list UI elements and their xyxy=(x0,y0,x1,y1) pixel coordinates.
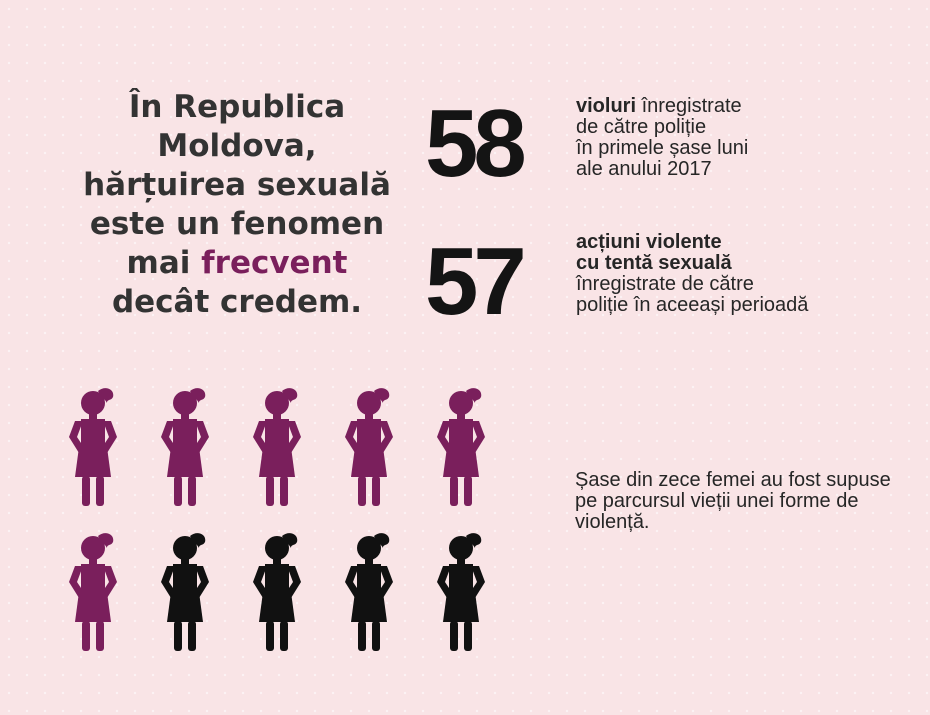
headline: În Republica Moldova, hărțuirea sexuală … xyxy=(52,88,422,322)
stat-keyword: acțiuni violente cu tentă sexuală xyxy=(576,231,732,274)
stat-detail: înregistrate de către poliție în primele… xyxy=(576,95,749,180)
woman-icon xyxy=(249,532,309,652)
headline-line: hărțuirea sexuală xyxy=(83,167,391,203)
stat-violent-acts: 57 acțiuni violente cu tentă sexuală înr… xyxy=(425,230,915,330)
stat-rapes: 58 violuri înregistrate de către poliție… xyxy=(425,94,915,194)
headline-line: este un fenomen xyxy=(89,206,385,242)
woman-icon xyxy=(157,387,217,507)
headline-line: Moldova, xyxy=(157,128,317,164)
stat-detail: înregistrate de către poliție în aceeași… xyxy=(576,273,809,316)
headline-text: mai xyxy=(126,245,202,281)
woman-icon xyxy=(341,532,401,652)
woman-icon xyxy=(433,387,493,507)
stat-number: 58 xyxy=(425,90,527,197)
woman-icon xyxy=(65,532,125,652)
headline-line: mai frecvent xyxy=(52,244,422,283)
stat-keyword: violuri xyxy=(576,95,637,117)
stat-number: 57 xyxy=(425,228,527,335)
headline-line: În Republica xyxy=(128,89,346,125)
stat-description: violuri înregistrate de către poliție în… xyxy=(576,96,906,180)
woman-icon xyxy=(65,387,125,507)
woman-icon xyxy=(341,387,401,507)
woman-icon xyxy=(157,532,217,652)
women-pictogram xyxy=(60,385,500,665)
pictogram-caption: Șase din zece femei au fost supuse pe pa… xyxy=(575,469,891,533)
stat-description: acțiuni violente cu tentă sexuală înregi… xyxy=(576,232,906,316)
headline-accent-word: frecvent xyxy=(201,245,348,281)
headline-line: decât credem. xyxy=(111,284,363,320)
woman-icon xyxy=(433,532,493,652)
woman-icon xyxy=(249,387,309,507)
